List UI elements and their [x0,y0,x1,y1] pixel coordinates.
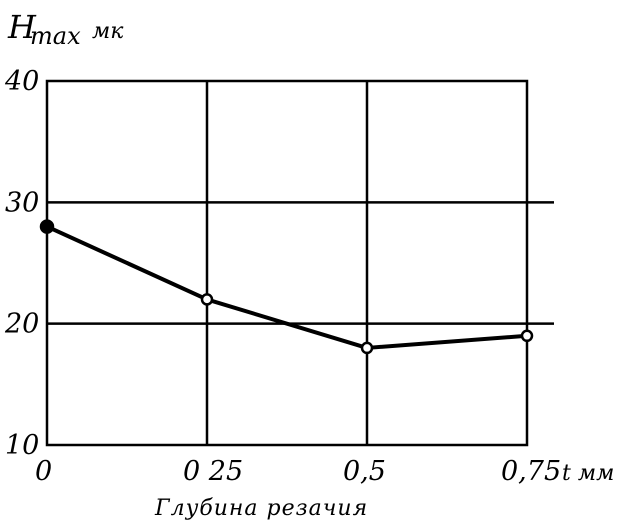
plot-frame [45,79,529,447]
data-point [520,329,534,343]
x-tick-label: 0 [35,456,52,487]
x-tick-label: 0 25 [183,456,243,487]
y-tick-label: 10 [5,430,39,461]
y-tick-label: 40 [4,66,39,97]
data-point [39,219,55,234]
grid-lines [47,81,554,445]
y-tick-label: 20 [4,309,39,340]
y-axis-unit: мк [92,19,124,44]
series-line [46,224,528,350]
data-point [200,293,214,306]
y-tick-labels: 10 20 30 40 [4,66,39,461]
y-axis-label-subscript: max [30,22,81,50]
x-tick-label: 0,75 [501,456,561,487]
data-points [39,219,534,355]
y-tick-label: 30 [5,187,39,218]
y-axis-label: H [7,8,37,46]
x-tick-labels: 0 0 25 0,5 0,75 [35,456,561,487]
data-point [360,341,374,355]
x-axis-unit: t мм [562,461,614,486]
x-tick-label: 0,5 [343,456,386,487]
x-axis-label: Глубина резачия [154,496,368,521]
